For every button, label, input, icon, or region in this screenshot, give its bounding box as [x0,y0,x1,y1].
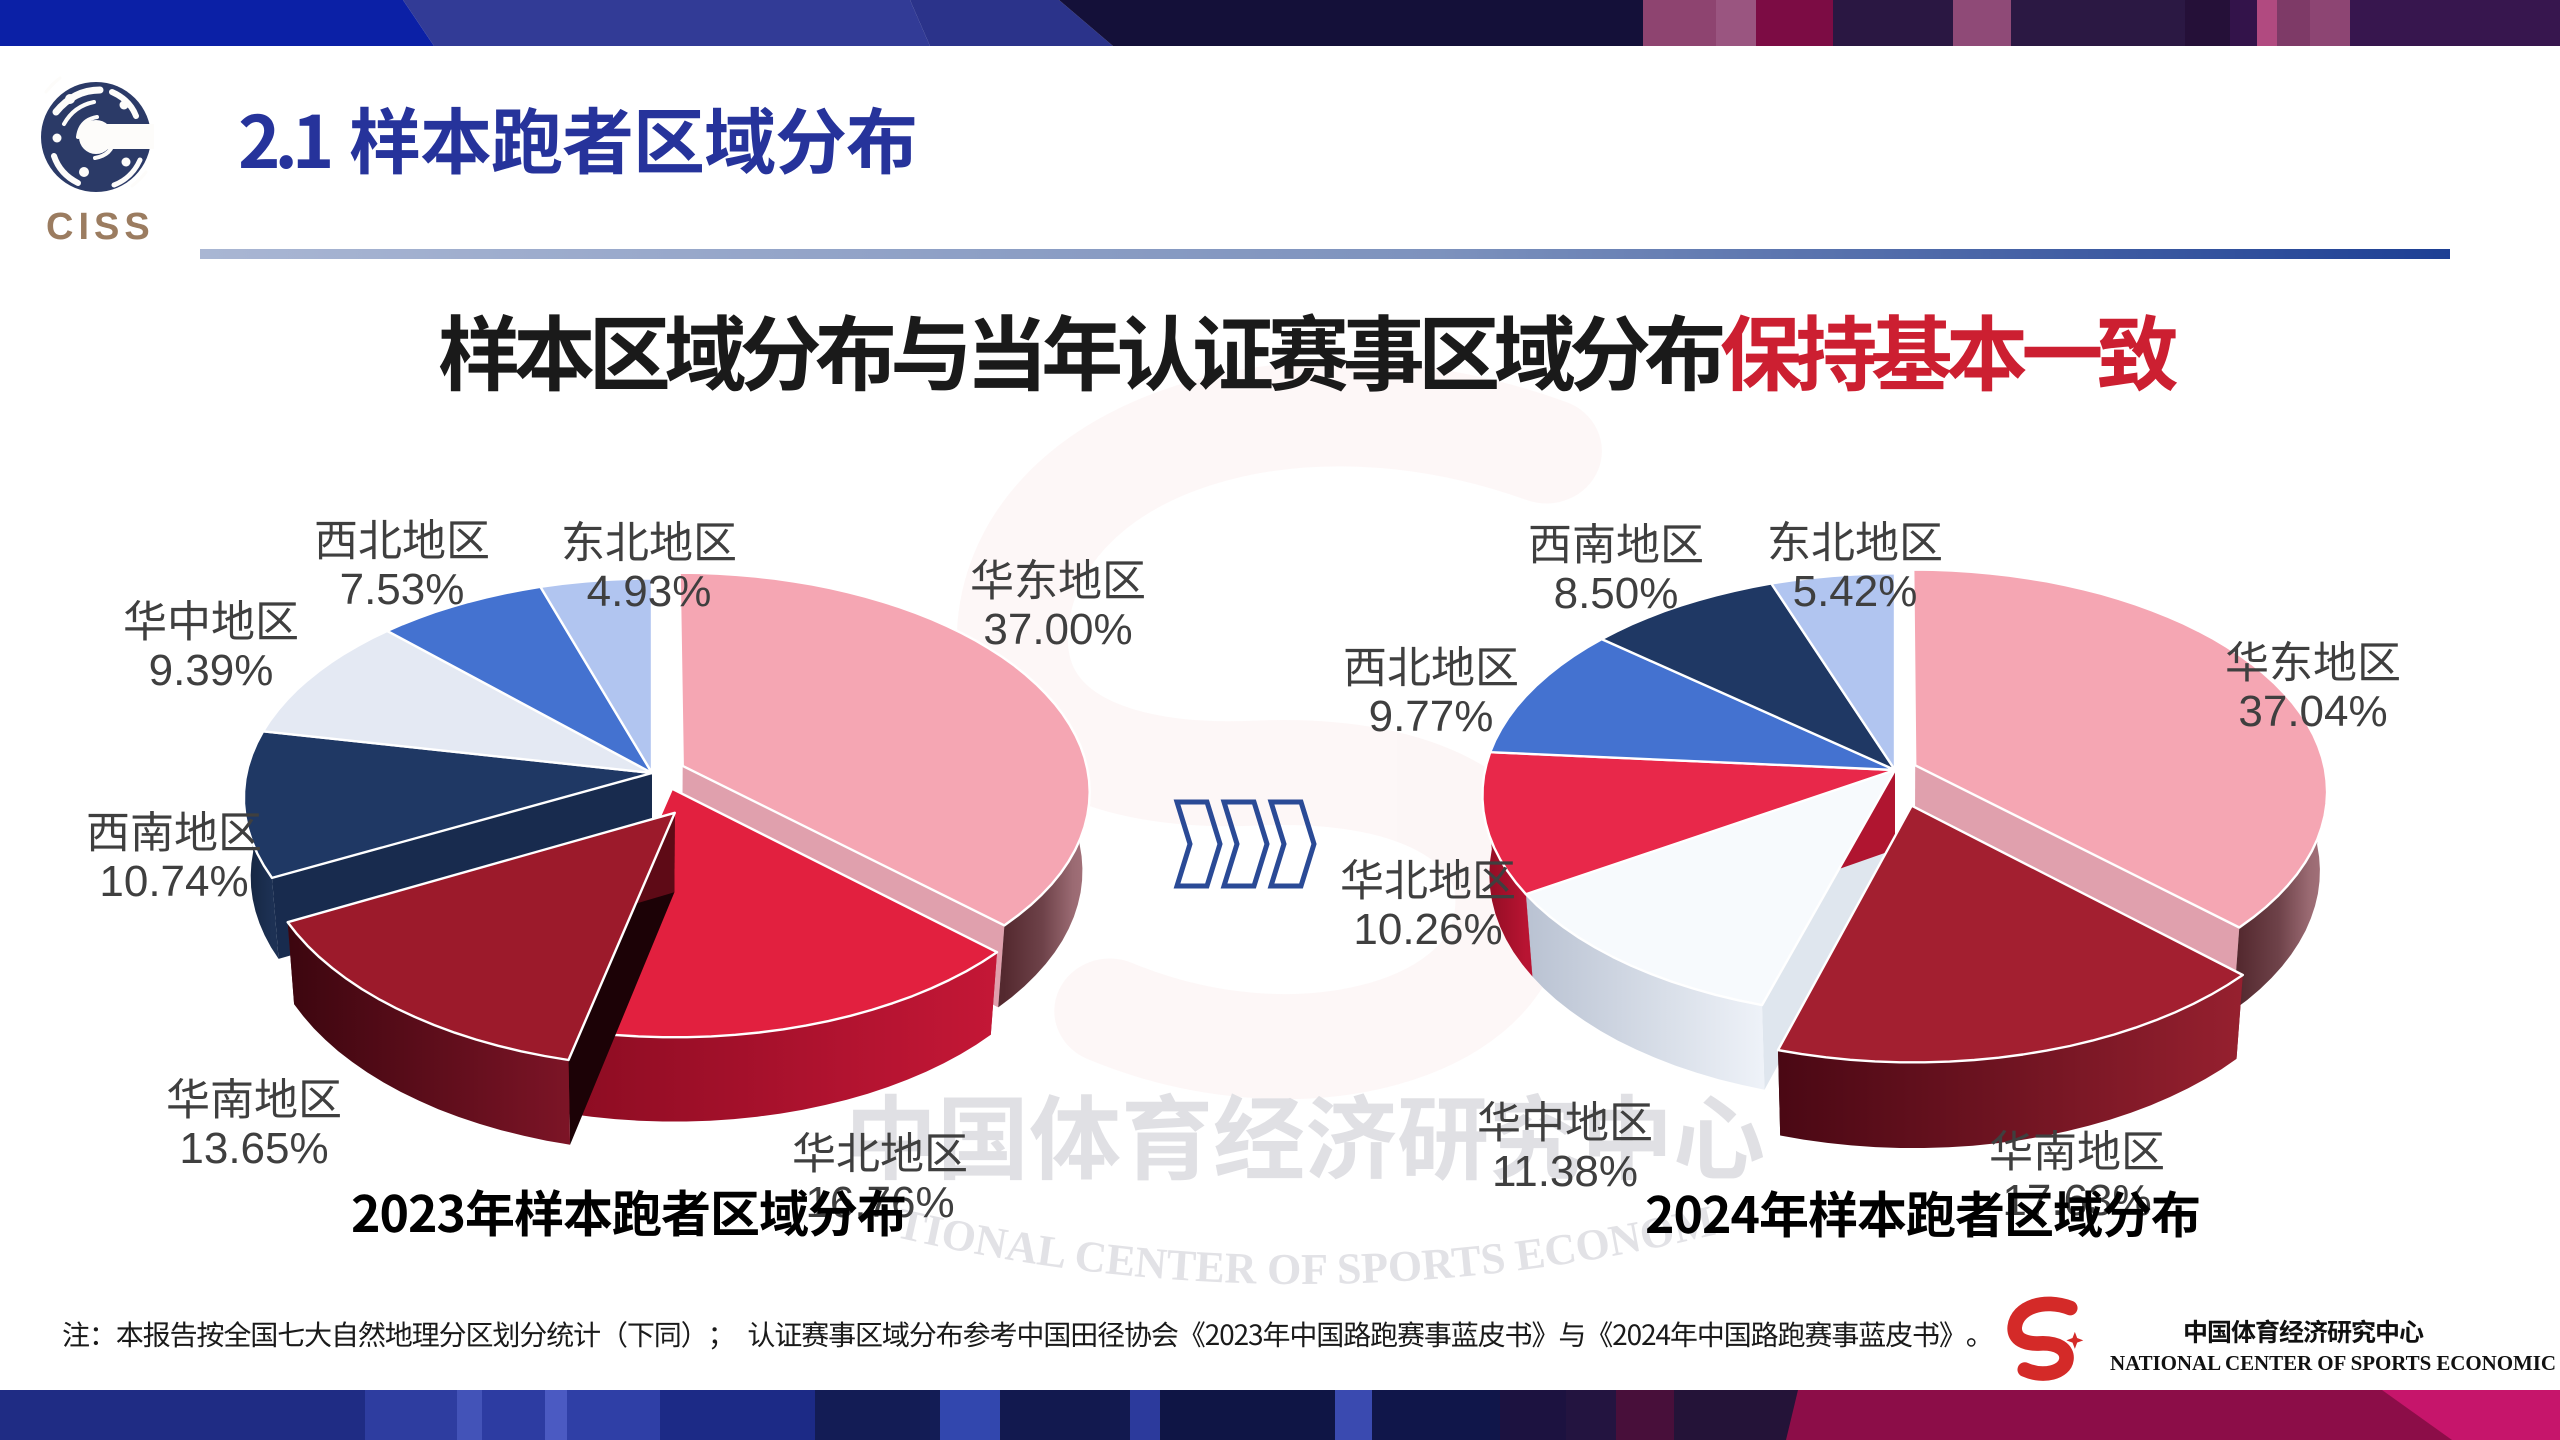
svg-text:11.38%: 11.38% [1492,1147,1638,1196]
svg-text:NATIONAL CENTER OF SPORTS ECON: NATIONAL CENTER OF SPORTS ECONOMIC [2110,1351,2556,1375]
svg-text:9.39%: 9.39% [149,646,274,695]
svg-text:5.42%: 5.42% [1793,567,1918,616]
svg-text:10.74%: 10.74% [99,857,248,906]
svg-text:37.00%: 37.00% [983,605,1132,654]
svg-text:10.26%: 10.26% [1353,905,1502,954]
svg-text:8.50%: 8.50% [1554,569,1679,618]
svg-text:13.65%: 13.65% [179,1124,328,1173]
svg-text:7.53%: 7.53% [340,565,465,614]
svg-text:37.04%: 37.04% [2238,687,2387,736]
svg-text:CISS: CISS [46,206,155,248]
svg-text:9.77%: 9.77% [1369,692,1494,741]
svg-text:4.93%: 4.93% [587,567,712,616]
